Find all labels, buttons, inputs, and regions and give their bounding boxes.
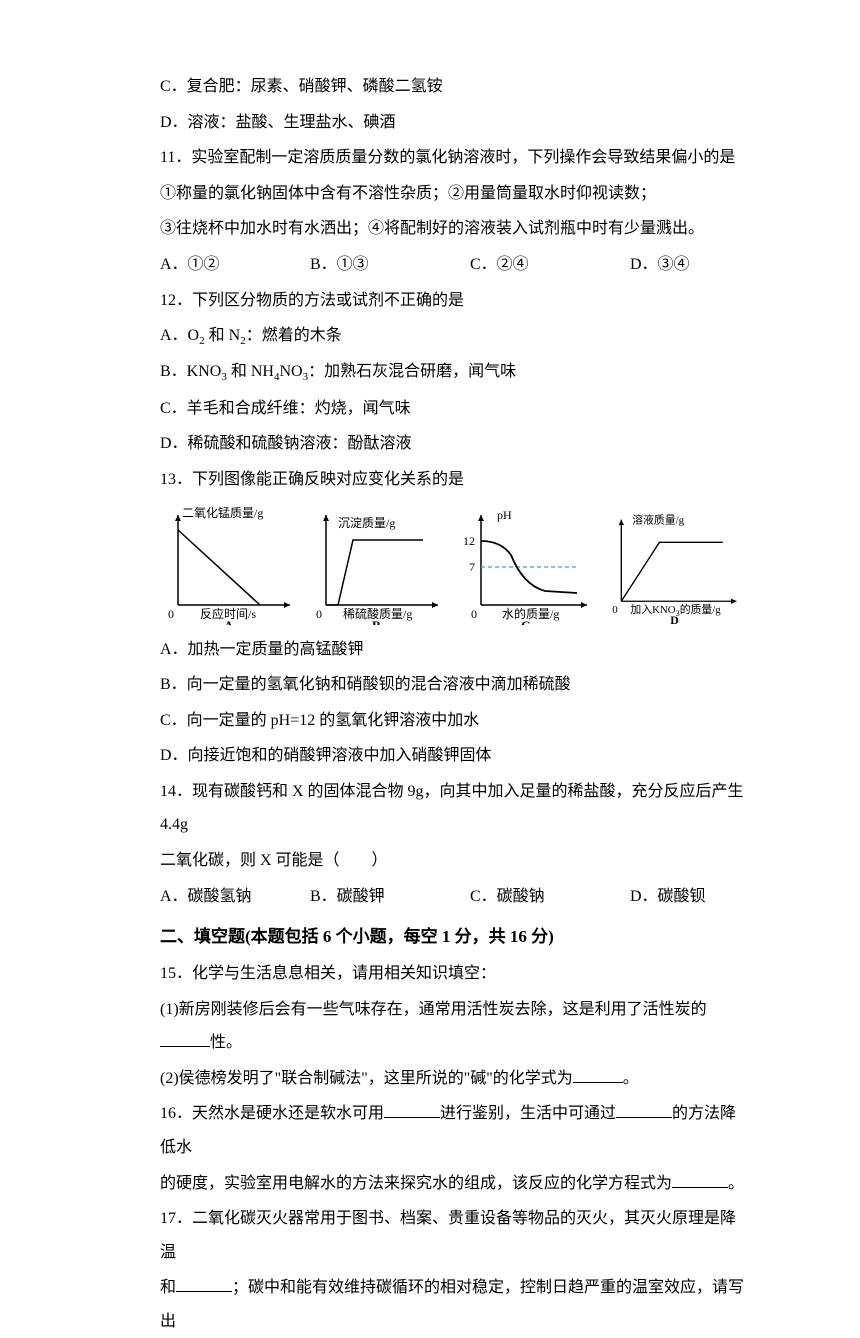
chart-c-label: C <box>521 618 530 625</box>
q12-b-mid: 和 NH <box>227 363 274 380</box>
q12-stem: 12．下列区分物质的方法或试剂不正确的是 <box>160 284 750 318</box>
chart-c-xlabel: 水的质量/g <box>502 606 559 621</box>
q15-p2b: 。 <box>623 1070 639 1087</box>
q12-opt-a: A．O2 和 N2：燃着的木条 <box>160 319 750 353</box>
q11-cond-2: ③往烧杯中加水时有水洒出；④将配制好的溶液装入试剂瓶中时有少量溅出。 <box>160 212 750 246</box>
q11-cond-1: ①称量的氯化钠固体中含有不溶性杂质；②用量筒量取水时仰视读数； <box>160 177 750 211</box>
q11-opt-c: C．②④ <box>470 248 630 282</box>
q15-part-1: (1)新房刚装修后会有一些气味存在，通常用活性炭去除，这是利用了活性炭的性。 <box>160 993 750 1060</box>
q11-options: A．①② B．①③ C．②④ D．③④ <box>160 248 750 282</box>
q13-opt-d: D．向接近饱和的硝酸钾溶液中加入硝酸钾固体 <box>160 739 750 773</box>
chart-d-ylabel: 溶液质量/g <box>632 512 684 526</box>
q17-line-2: 和；碳中和能有效维持碳循环的相对稳定，控制日趋严重的温室效应，请写出 <box>160 1271 750 1338</box>
q16-p4: 的硬度，实验室用电解水的方法来探究水的组成，该反应的化学方程式为 <box>160 1175 672 1192</box>
q12-opt-c: C．羊毛和合成纤维：灼烧，闻气味 <box>160 392 750 426</box>
q13-opt-b: B．向一定量的氢氧化钠和硝酸钡的混合溶液中滴加稀硫酸 <box>160 668 750 702</box>
q17-p2: 和 <box>160 1279 176 1296</box>
q16-p5: 。 <box>728 1175 744 1192</box>
q14-stem-1: 14．现有碳酸钙和 X 的固体混合物 9g，向其中加入足量的稀盐酸，充分反应后产… <box>160 775 750 842</box>
section-2-header: 二、填空题(本题包括 6 个小题，每空 1 分，共 16 分) <box>160 919 750 955</box>
q16-line-1: 16．天然水是硬水还是软水可用进行鉴别，生活中可通过的方法降低水 <box>160 1097 750 1164</box>
chart-a-label: A <box>224 618 234 625</box>
q13-stem: 13．下列图像能正确反映对应变化关系的是 <box>160 463 750 497</box>
chart-c-tick7: 7 <box>469 560 475 574</box>
chart-b-ylabel: 沉淀质量/g <box>338 516 395 530</box>
q14-opt-a: A．碳酸氢钠 <box>160 880 310 914</box>
q17-line-1: 17．二氧化碳灭火器常用于图书、档案、贵重设备等物品的灭火，其灭火原理是降温 <box>160 1202 750 1269</box>
q14-stem-2: 二氧化碳，则 X 可能是（ ） <box>160 844 750 878</box>
q16-line-2: 的硬度，实验室用电解水的方法来探究水的组成，该反应的化学方程式为 。 <box>160 1167 750 1201</box>
q10-option-c: C．复合肥：尿素、硝酸钾、磷酸二氢铵 <box>160 70 750 104</box>
q12-a-pre: A．O <box>160 327 199 344</box>
q10-option-d: D．溶液：盐酸、生理盐水、碘酒 <box>160 106 750 140</box>
q14-opt-b: B．碳酸钾 <box>310 880 470 914</box>
blank-input[interactable] <box>573 1067 623 1083</box>
blank-input[interactable] <box>176 1276 232 1292</box>
q16-p1: 16．天然水是硬水还是软水可用 <box>160 1105 384 1122</box>
chart-d-label: D <box>670 613 679 624</box>
chart-b: 沉淀质量/g 0 稀硫酸质量/g B <box>308 505 453 625</box>
q12-b-mid2: NO <box>279 363 302 380</box>
q15-p2a: (2)侯德榜发明了"联合制碱法"，这里所说的"碱"的化学式为 <box>160 1070 573 1087</box>
blank-input[interactable] <box>384 1102 440 1118</box>
q12-a-post: ：燃着的木条 <box>246 327 342 344</box>
q15-stem: 15．化学与生活息息相关，请用相关知识填空： <box>160 957 750 991</box>
q14-opt-c: C．碳酸钠 <box>470 880 630 914</box>
chart-a-ylabel: 二氧化锰质量/g <box>182 505 263 520</box>
q15-part-2: (2)侯德榜发明了"联合制碱法"，这里所说的"碱"的化学式为 。 <box>160 1062 750 1096</box>
q15-p1b: 性。 <box>210 1034 242 1051</box>
chart-c: pH 12 7 0 水的质量/g C <box>457 505 602 625</box>
svg-text:0: 0 <box>471 607 477 621</box>
q13-opt-c: C．向一定量的 pH=12 的氢氧化钾溶液中加水 <box>160 704 750 738</box>
q11-opt-d: D．③④ <box>630 248 750 282</box>
chart-a: 二氧化锰质量/g 0 反应时间/s A <box>160 505 305 625</box>
svg-text:0: 0 <box>316 607 322 621</box>
q12-a-mid: 和 N <box>205 327 241 344</box>
svg-text:0: 0 <box>168 607 174 621</box>
blank-input[interactable] <box>160 1031 210 1047</box>
svg-text:0: 0 <box>612 604 618 616</box>
q16-p2: 进行鉴别，生活中可通过 <box>440 1105 616 1122</box>
q13-charts: 二氧化锰质量/g 0 反应时间/s A 沉淀质量/g 0 稀硫酸质量/g B p… <box>160 505 750 625</box>
q12-b-pre: B．KNO <box>160 363 221 380</box>
q13-opt-a: A．加热一定质量的高锰酸钾 <box>160 633 750 667</box>
q12-opt-d: D．稀硫酸和硫酸钠溶液：酚酞溶液 <box>160 427 750 461</box>
chart-b-label: B <box>372 618 381 625</box>
q12-opt-b: B．KNO3 和 NH4NO3：加熟石灰混合研磨，闻气味 <box>160 355 750 389</box>
q14-options: A．碳酸氢钠 B．碳酸钾 C．碳酸钠 D．碳酸钡 <box>160 880 750 914</box>
q15-p1a: (1)新房刚装修后会有一些气味存在，通常用活性炭去除，这是利用了活性炭的 <box>160 1001 707 1018</box>
q12-b-post: ：加熟石灰混合研磨，闻气味 <box>308 363 516 380</box>
chart-c-tick12: 12 <box>463 534 475 548</box>
q11-opt-b: B．①③ <box>310 248 470 282</box>
chart-c-ylabel: pH <box>497 508 512 522</box>
chart-d: 溶液质量/g 0 加入KNO3的质量/g D <box>605 505 750 625</box>
q17-p3: ；碳中和能有效维持碳循环的相对稳定，控制日趋严重的温室效应，请写出 <box>160 1279 744 1330</box>
blank-input[interactable] <box>616 1102 672 1118</box>
q11-opt-a: A．①② <box>160 248 310 282</box>
blank-input[interactable] <box>672 1172 728 1188</box>
q14-opt-d: D．碳酸钡 <box>630 880 750 914</box>
q11-stem: 11．实验室配制一定溶质质量分数的氯化钠溶液时，下列操作会导致结果偏小的是 <box>160 141 750 175</box>
